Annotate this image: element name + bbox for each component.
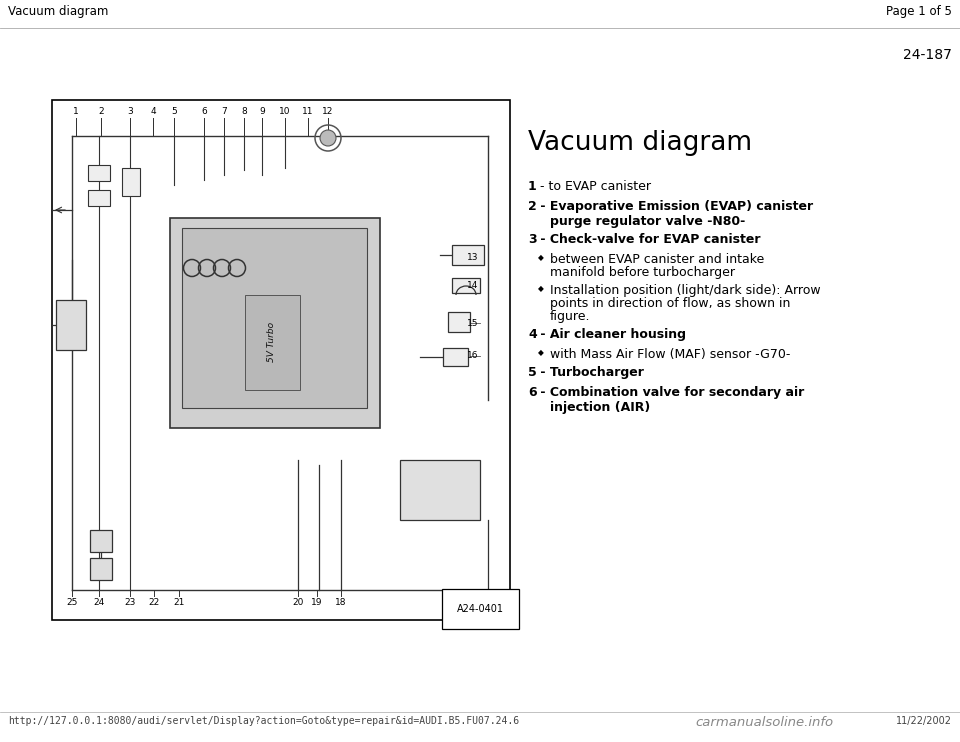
- Text: 22: 22: [149, 598, 159, 607]
- Bar: [182, 228, 367, 408]
- Text: 20: 20: [292, 598, 303, 607]
- Text: 12: 12: [323, 107, 334, 116]
- Text: - Check-valve for EVAP canister: - Check-valve for EVAP canister: [536, 233, 760, 246]
- Text: http://127.0.0.1:8080/audi/servlet/Display?action=Goto&type=repair&id=AUDI.B5.FU: http://127.0.0.1:8080/audi/servlet/Displ…: [8, 716, 519, 726]
- Text: 1: 1: [73, 107, 79, 116]
- Text: - Evaporative Emission (EVAP) canister: - Evaporative Emission (EVAP) canister: [536, 200, 813, 213]
- Text: 24: 24: [93, 598, 105, 607]
- Text: 5: 5: [528, 366, 537, 379]
- Text: 2: 2: [528, 200, 537, 213]
- Bar: [170, 218, 380, 428]
- Bar: [90, 558, 112, 580]
- Text: 8: 8: [241, 107, 247, 116]
- Text: manifold before turbocharger: manifold before turbocharger: [550, 266, 735, 279]
- Text: points in direction of flow, as shown in: points in direction of flow, as shown in: [550, 297, 790, 310]
- Text: ◆: ◆: [538, 348, 544, 357]
- Text: 5V Turbo: 5V Turbo: [268, 322, 276, 362]
- Text: 13: 13: [467, 254, 478, 263]
- Text: A24-0401: A24-0401: [457, 604, 504, 614]
- Text: Page 1 of 5: Page 1 of 5: [886, 5, 952, 18]
- Text: Vacuum diagram: Vacuum diagram: [528, 130, 752, 156]
- Bar: [90, 530, 112, 552]
- Text: Vacuum diagram: Vacuum diagram: [8, 5, 108, 18]
- Text: 5: 5: [171, 107, 177, 116]
- Text: 2: 2: [98, 107, 104, 116]
- Text: purge regulator valve -N80-: purge regulator valve -N80-: [550, 215, 745, 228]
- Text: Installation position (light/dark side): Arrow: Installation position (light/dark side):…: [550, 284, 821, 297]
- Text: 10: 10: [279, 107, 291, 116]
- Text: ◆: ◆: [538, 284, 544, 293]
- Text: 9: 9: [259, 107, 265, 116]
- Bar: [400, 460, 480, 520]
- Text: carmanualsoline.info: carmanualsoline.info: [695, 716, 833, 729]
- Text: 3: 3: [528, 233, 537, 246]
- Text: ◆: ◆: [538, 253, 544, 262]
- Text: with Mass Air Flow (MAF) sensor -G70-: with Mass Air Flow (MAF) sensor -G70-: [550, 348, 790, 361]
- Text: 25: 25: [66, 598, 78, 607]
- Bar: [452, 278, 480, 293]
- Text: 11: 11: [302, 107, 314, 116]
- Bar: [56, 300, 86, 350]
- Text: 6: 6: [202, 107, 206, 116]
- Text: 1: 1: [528, 180, 537, 193]
- Text: 24-187: 24-187: [903, 48, 952, 62]
- Circle shape: [320, 130, 336, 146]
- Text: 4: 4: [528, 328, 537, 341]
- Bar: [122, 168, 140, 196]
- Text: 21: 21: [174, 598, 184, 607]
- Text: 17: 17: [482, 598, 493, 607]
- Text: 14: 14: [467, 281, 478, 291]
- Text: 6: 6: [528, 386, 537, 399]
- Text: between EVAP canister and intake: between EVAP canister and intake: [550, 253, 764, 266]
- Bar: [452, 245, 484, 265]
- Text: - to EVAP canister: - to EVAP canister: [536, 180, 651, 193]
- Bar: [88, 190, 110, 206]
- Text: 3: 3: [127, 107, 132, 116]
- Bar: [245, 295, 300, 390]
- Text: injection (AIR): injection (AIR): [550, 401, 650, 414]
- Bar: [448, 312, 470, 332]
- Text: 4: 4: [150, 107, 156, 116]
- Text: figure.: figure.: [550, 310, 590, 323]
- Text: - Air cleaner housing: - Air cleaner housing: [536, 328, 686, 341]
- Bar: [52, 100, 510, 620]
- Text: - Combination valve for secondary air: - Combination valve for secondary air: [536, 386, 804, 399]
- Text: 19: 19: [311, 598, 323, 607]
- Text: 16: 16: [467, 352, 478, 361]
- Text: - Turbocharger: - Turbocharger: [536, 366, 644, 379]
- Text: 7: 7: [221, 107, 227, 116]
- Bar: [443, 348, 468, 366]
- Bar: [88, 165, 110, 181]
- Text: 18: 18: [335, 598, 347, 607]
- Text: 15: 15: [467, 318, 478, 327]
- Text: 23: 23: [124, 598, 135, 607]
- Text: 11/22/2002: 11/22/2002: [896, 716, 952, 726]
